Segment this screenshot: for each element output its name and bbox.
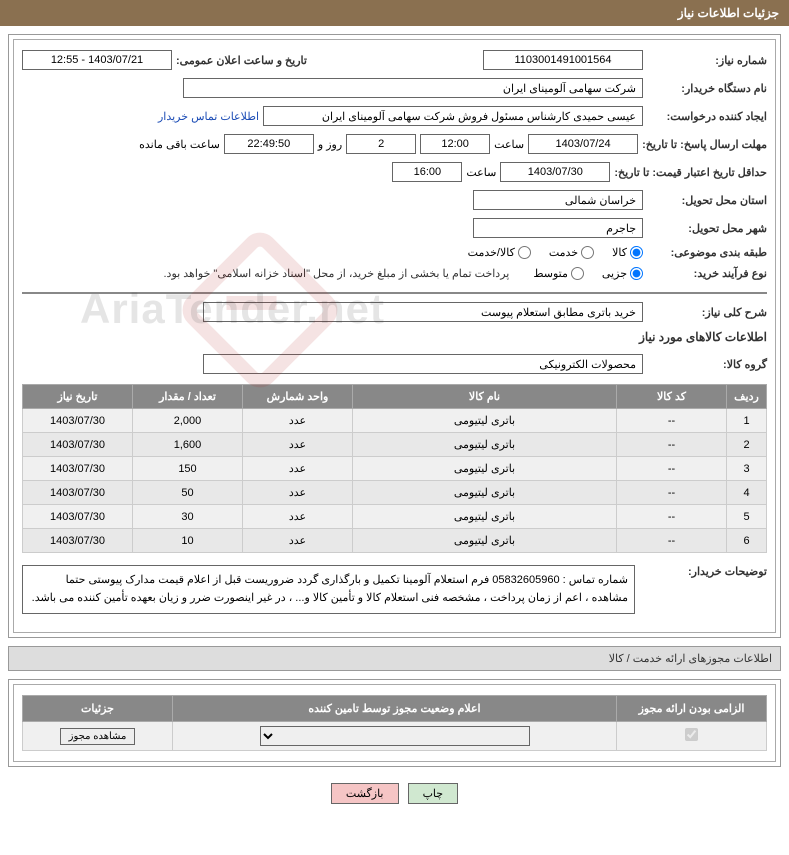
main-panel: شماره نیاز: تاریخ و ساعت اعلان عمومی: نا…	[8, 34, 781, 638]
time-label-1: ساعت	[494, 138, 524, 151]
remaining-text: ساعت باقی مانده	[139, 138, 220, 151]
contact-link[interactable]: اطلاعات تماس خریدار	[158, 110, 259, 123]
goods-section-title: اطلاعات کالاهای مورد نیاز	[22, 330, 767, 344]
summary-label: شرح کلی نیاز:	[647, 306, 767, 319]
table-row: 3--باتری لیتیومیعدد1501403/07/30	[23, 457, 767, 481]
radio-both[interactable]: کالا/خدمت	[468, 246, 531, 259]
table-row: 5--باتری لیتیومیعدد301403/07/30	[23, 505, 767, 529]
th-qty: تعداد / مقدار	[133, 385, 243, 409]
province-input[interactable]	[473, 190, 643, 210]
lth-status: اعلام وضعیت مجوز توسط تامین کننده	[173, 696, 617, 722]
radio-minor[interactable]: جزیی	[602, 267, 643, 280]
deadline-date-input[interactable]	[528, 134, 638, 154]
time-label-2: ساعت	[466, 166, 496, 179]
requester-label: ایجاد کننده درخواست:	[647, 110, 767, 123]
buyer-org-input[interactable]	[183, 78, 643, 98]
category-label: طبقه بندی موضوعی:	[647, 246, 767, 259]
table-row: 1--باتری لیتیومیعدد2,0001403/07/30	[23, 409, 767, 433]
th-unit: واحد شمارش	[243, 385, 353, 409]
summary-box: خرید باتری مطابق استعلام پیوست	[203, 302, 643, 322]
page-header: جزئیات اطلاعات نیاز	[0, 0, 789, 26]
radio-service[interactable]: خدمت	[549, 246, 594, 259]
print-button[interactable]: چاپ	[408, 783, 459, 804]
status-select[interactable]	[260, 726, 530, 746]
province-label: استان محل تحویل:	[647, 194, 767, 207]
back-button[interactable]: بازگشت	[331, 783, 399, 804]
th-date: تاریخ نیاز	[23, 385, 133, 409]
buyer-notes-label: توضیحات خریدار:	[647, 565, 767, 578]
th-row: ردیف	[727, 385, 767, 409]
buyer-notes-box: شماره تماس : 05832605960 فرم استعلام آلو…	[22, 565, 635, 614]
announce-input[interactable]	[22, 50, 172, 70]
need-number-label: شماره نیاز:	[647, 54, 767, 67]
th-name: نام کالا	[353, 385, 617, 409]
treasury-note: پرداخت تمام یا بخشی از مبلغ خرید، از محل…	[164, 267, 510, 280]
countdown-input[interactable]	[224, 134, 314, 154]
days-word: روز و	[318, 138, 342, 151]
license-panel: الزامی بودن ارائه مجوز اعلام وضعیت مجوز …	[8, 679, 781, 767]
process-label: نوع فرآیند خرید:	[647, 267, 767, 280]
table-row: 4--باتری لیتیومیعدد501403/07/30	[23, 481, 767, 505]
days-remaining-input[interactable]	[346, 134, 416, 154]
city-input[interactable]	[473, 218, 643, 238]
radio-medium[interactable]: متوسط	[533, 267, 584, 280]
requester-input[interactable]	[263, 106, 643, 126]
group-label: گروه کالا:	[647, 358, 767, 371]
table-row: 6--باتری لیتیومیعدد101403/07/30	[23, 529, 767, 553]
goods-table: ردیف کد کالا نام کالا واحد شمارش تعداد /…	[22, 384, 767, 553]
validity-date-input[interactable]	[500, 162, 610, 182]
announce-label: تاریخ و ساعت اعلان عمومی:	[176, 54, 307, 67]
city-label: شهر محل تحویل:	[647, 222, 767, 235]
buyer-org-label: نام دستگاه خریدار:	[647, 82, 767, 95]
group-box: محصولات الکترونیکی	[203, 354, 643, 374]
deadline-time-input[interactable]	[420, 134, 490, 154]
lth-details: جزئیات	[23, 696, 173, 722]
mandatory-checkbox	[685, 728, 698, 741]
license-section-bar: اطلاعات مجوزهای ارائه خدمت / کالا	[8, 646, 781, 671]
need-number-input[interactable]	[483, 50, 643, 70]
validity-label: حداقل تاریخ اعتبار قیمت: تا تاریخ:	[614, 166, 767, 179]
lth-mandatory: الزامی بودن ارائه مجوز	[617, 696, 767, 722]
th-code: کد کالا	[617, 385, 727, 409]
view-license-button[interactable]: مشاهده مجوز	[60, 728, 136, 745]
deadline-label: مهلت ارسال پاسخ: تا تاریخ:	[642, 138, 767, 151]
radio-goods[interactable]: کالا	[612, 246, 643, 259]
table-row: 2--باتری لیتیومیعدد1,6001403/07/30	[23, 433, 767, 457]
license-table: الزامی بودن ارائه مجوز اعلام وضعیت مجوز …	[22, 695, 767, 751]
validity-time-input[interactable]	[392, 162, 462, 182]
